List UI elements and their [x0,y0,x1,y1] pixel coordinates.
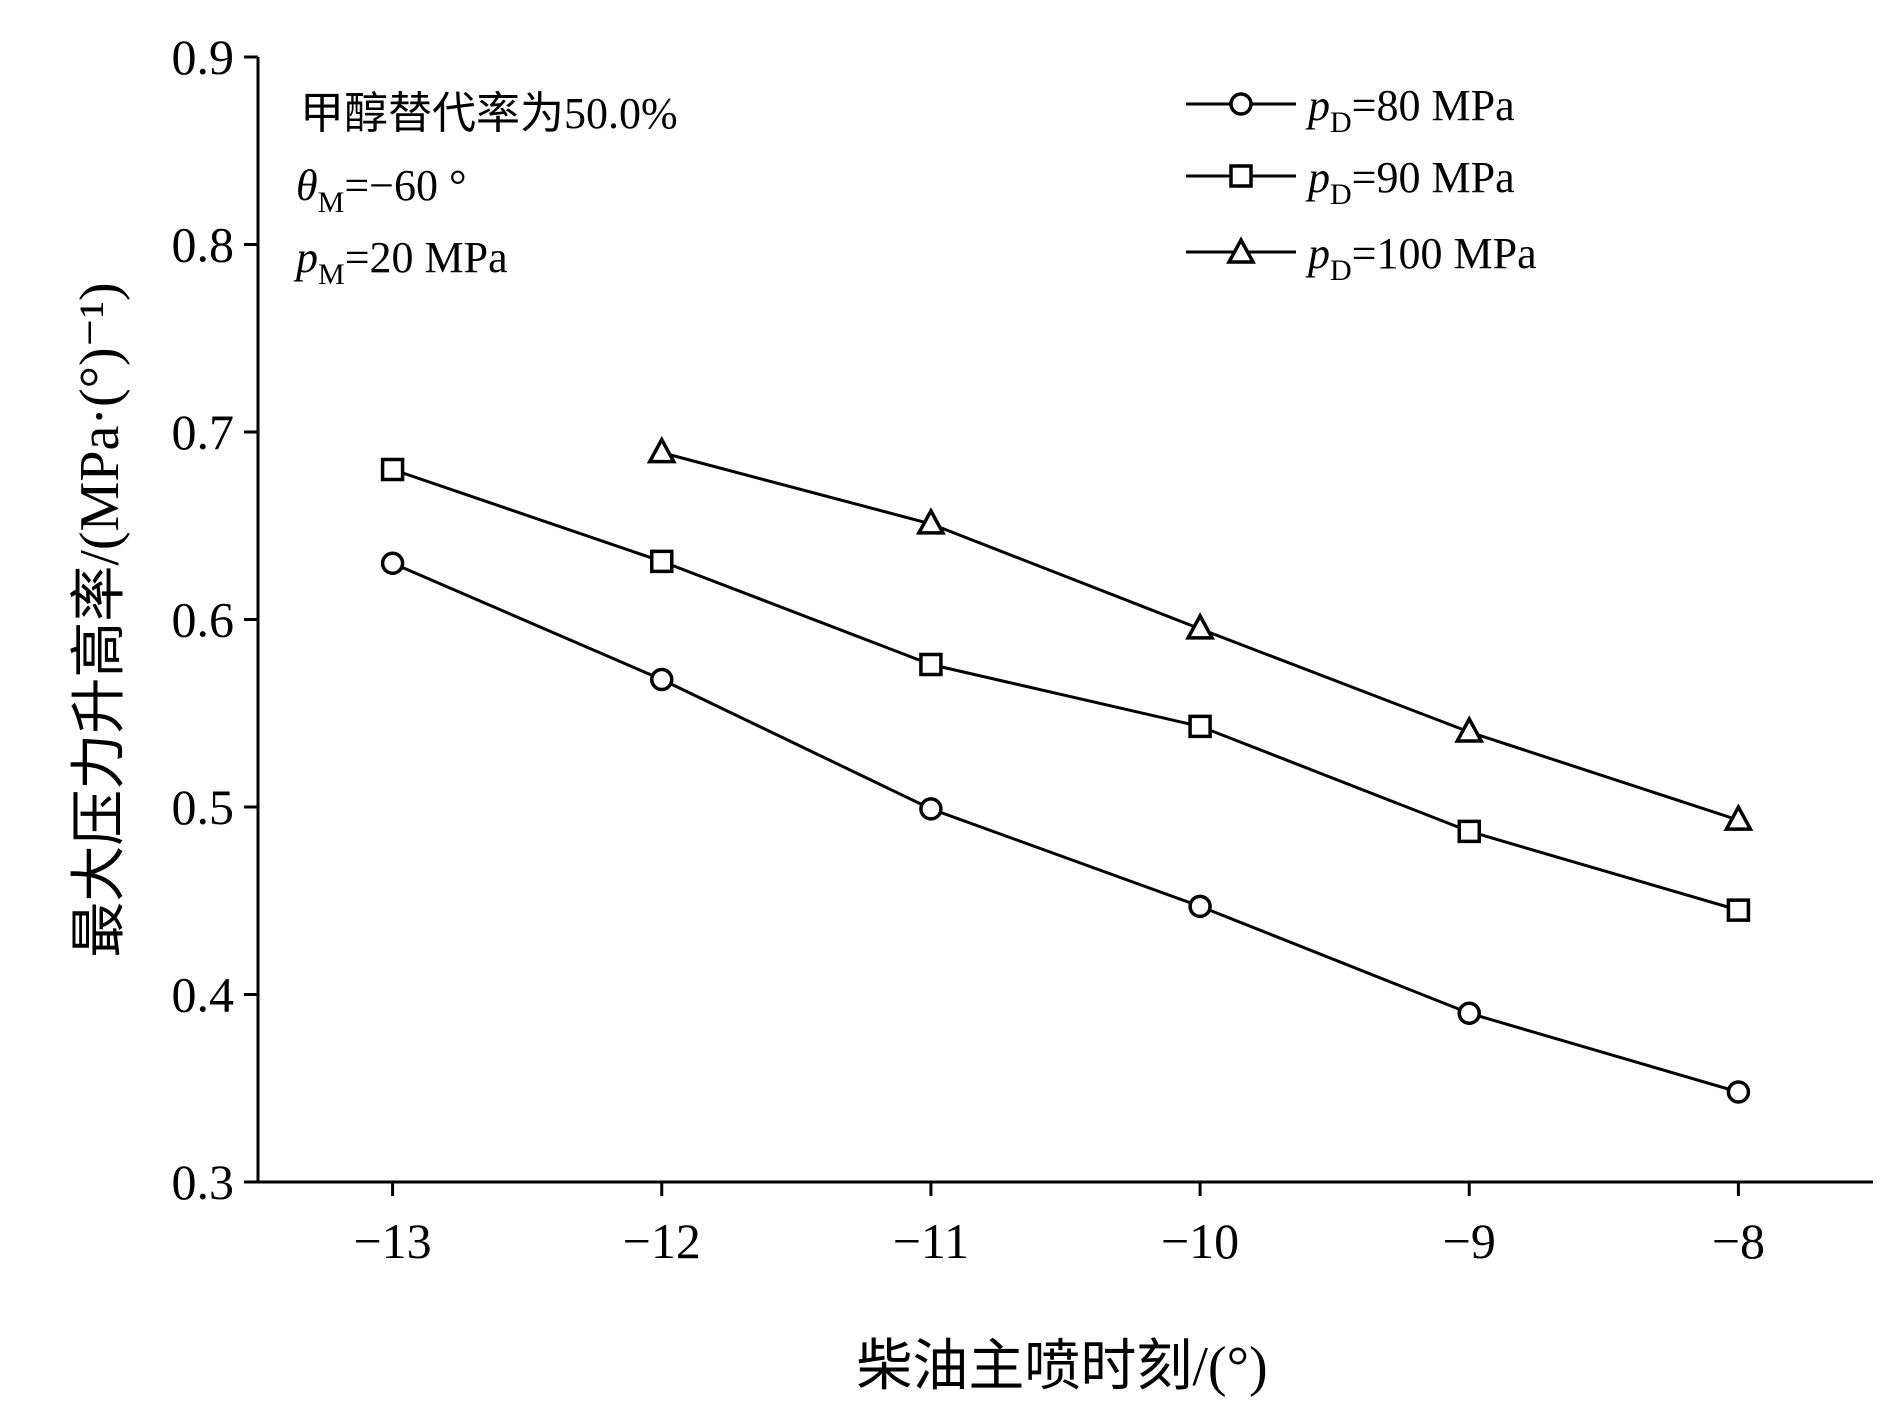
legend-label-80-value: =80 MPa [1352,81,1515,130]
legend-marker-triangle [1226,236,1256,264]
y-tick-label: 0.7 [172,404,235,460]
annotation-theta-m: θM=−60 ° [296,161,467,219]
legend-label-100-var: p [1305,229,1330,278]
data-point-circle [919,797,943,821]
legend-label-90-var: p [1305,153,1330,202]
y-tick-label: 0.5 [172,779,235,835]
data-point-square [1457,819,1481,844]
y-ticks: 0.3 0.4 0.5 0.6 0.7 0.8 0.9 [172,29,258,1210]
annotation-p-m: pM=20 MPa [293,233,508,291]
y-tick-label: 0.9 [172,29,235,85]
series-square [380,457,1751,922]
data-point-circle [380,551,405,575]
x-ticks: −13 −12 −11 −10 −9 −8 [353,1182,1765,1269]
data-point-square [1726,898,1751,922]
annotation-p-m-sub: M [318,258,345,291]
y-axis-title: 最大压力升高率/(MPa·(°)⁻¹) [69,282,131,957]
annotation-p-m-var: p [293,233,318,282]
legend-label-100: pD=100 MPa [1305,229,1537,287]
legend: pD=80 MPa pD=90 MPa pD=100 MPa [1186,81,1537,287]
legend-label-100-sub: D [1330,254,1352,287]
x-tick-label: −10 [1161,1213,1239,1269]
y-tick-label: 0.8 [172,217,235,273]
data-point-circle [1726,1080,1751,1104]
legend-label-80-var: p [1305,81,1330,130]
annotation-theta-m-value: =−60 ° [344,161,466,210]
data-point-triangle [1454,715,1485,743]
annotation-theta-m-var: θ [296,161,318,210]
legend-label-90-value: =90 MPa [1352,153,1515,202]
data-point-circle [1457,1001,1481,1025]
series-line [391,561,1739,1094]
data-point-triangle [1185,612,1216,640]
data-point-triangle [646,435,677,464]
x-tick-label: −12 [623,1213,701,1269]
legend-label-100-value: =100 MPa [1352,229,1537,278]
series-layer [380,435,1754,1104]
x-tick-label: −9 [1443,1213,1496,1269]
legend-item-90: pD=90 MPa [1186,153,1515,211]
annotation-methanol-rate: 甲醇替代率为50.0% [300,89,678,138]
data-point-square [919,652,943,677]
x-axis-title: 柴油主喷时刻/(°) [856,1336,1267,1398]
legend-label-80-sub: D [1330,106,1352,139]
annotation-p-m-value: =20 MPa [345,233,508,282]
data-point-square [650,549,674,574]
legend-label-80: pD=80 MPa [1305,81,1515,139]
legend-item-100: pD=100 MPa [1186,229,1537,287]
data-point-square [1188,714,1212,739]
legend-label-90-sub: D [1330,178,1352,211]
data-point-circle [650,667,674,692]
series-circle [380,551,1751,1104]
data-point-triangle [915,507,946,535]
data-point-circle [1188,894,1212,919]
series-line [392,468,1739,912]
legend-item-80: pD=80 MPa [1186,81,1515,139]
y-tick-label: 0.6 [172,592,235,648]
x-tick-label: −11 [893,1213,969,1269]
y-tick-label: 0.4 [172,967,235,1023]
legend-label-90: pD=90 MPa [1305,153,1515,211]
data-point-square [380,457,405,482]
annotation-theta-m-sub: M [318,186,345,219]
legend-marker-square [1229,164,1253,188]
x-tick-label: −13 [353,1213,431,1269]
y-tick-label: 0.3 [172,1154,235,1210]
series-triangle [646,435,1754,831]
x-tick-label: −8 [1712,1213,1765,1269]
legend-marker-circle [1229,92,1253,116]
data-point-triangle [1723,803,1754,831]
